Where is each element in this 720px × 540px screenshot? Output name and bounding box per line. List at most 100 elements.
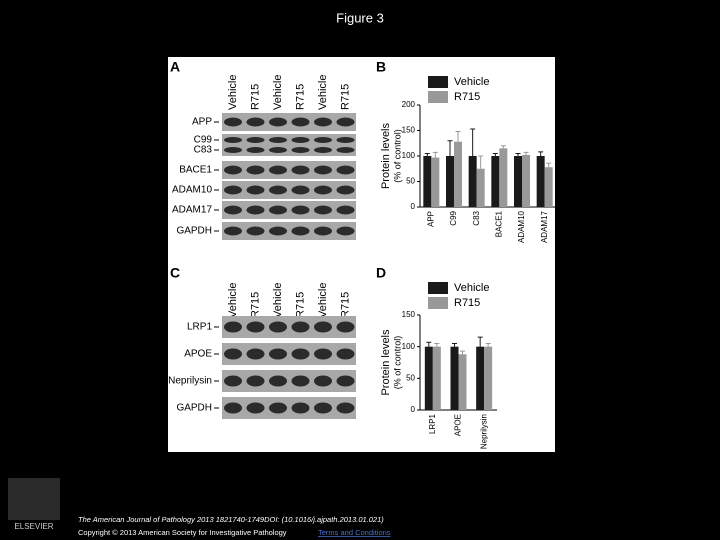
panel-label: A	[170, 59, 180, 75]
lane-label: Vehicle	[317, 75, 329, 110]
legend-swatch	[428, 297, 448, 309]
bar	[468, 156, 477, 207]
blot-band	[336, 226, 355, 236]
blot-band	[246, 165, 265, 175]
bar	[431, 157, 440, 207]
terms-link[interactable]: Terms and Conditions	[318, 528, 391, 537]
bar	[476, 346, 485, 410]
blot-band	[336, 147, 355, 153]
blot-band	[291, 117, 310, 127]
error-bar	[478, 155, 484, 169]
blot-band	[269, 205, 287, 215]
x-tick-label: BACE1	[494, 210, 503, 237]
y-tick-label: 150	[402, 310, 416, 319]
blot-band	[224, 375, 242, 387]
bar	[514, 156, 522, 207]
citation: The American Journal of Pathology 2013 1…	[78, 515, 384, 524]
blot-strip	[222, 316, 356, 338]
blot-band	[246, 375, 265, 387]
blot-band	[224, 348, 242, 360]
error-bar	[424, 152, 430, 156]
legend-label: Vehicle	[454, 76, 489, 88]
y-tick-label: 50	[406, 177, 415, 186]
y-tick-label: 150	[402, 126, 416, 135]
row-label: C83	[194, 145, 213, 156]
error-bar	[460, 350, 465, 355]
bar	[491, 156, 500, 207]
legend-label: Vehicle	[454, 282, 489, 294]
slide-title: Figure 3	[336, 10, 384, 25]
blot-band	[269, 348, 287, 360]
blot-band	[246, 185, 265, 195]
blot-band	[246, 321, 265, 333]
error-bar	[492, 152, 498, 156]
y-axis-sublabel: (% of control)	[392, 336, 402, 390]
row-label: Neprilysin	[168, 376, 212, 387]
error-bar	[447, 140, 453, 156]
blot-band	[224, 185, 242, 195]
panel-label: C	[170, 265, 180, 281]
row-label: GAPDH	[176, 403, 212, 414]
lane-label: R715	[339, 292, 351, 318]
error-bar	[455, 131, 461, 142]
blot-band	[224, 402, 242, 414]
blot-band	[314, 205, 332, 215]
bar	[544, 167, 553, 207]
blot-band	[291, 205, 310, 215]
blot-band	[246, 117, 265, 127]
blot-band	[314, 165, 332, 175]
lane-label: Vehicle	[227, 75, 239, 110]
blot-band	[246, 137, 265, 143]
x-tick-label: APP	[426, 211, 435, 227]
blot-band	[246, 402, 265, 414]
blot-band	[269, 185, 287, 195]
lane-label: Vehicle	[272, 283, 284, 318]
bar	[446, 156, 454, 207]
blot-band	[224, 205, 242, 215]
blot-band	[224, 321, 242, 333]
blot-band	[291, 375, 310, 387]
copyright: Copyright © 2013 American Society for In…	[78, 528, 287, 537]
blot-band	[291, 165, 310, 175]
legend-swatch	[428, 282, 448, 294]
blot-band	[336, 375, 355, 387]
logo-tree	[8, 478, 60, 520]
x-tick-label: Neprilysin	[479, 414, 488, 449]
bar	[450, 346, 459, 410]
y-axis-label: Protein levels	[380, 122, 392, 189]
blot-band	[269, 137, 287, 143]
x-tick-label: ADAM10	[517, 210, 526, 243]
blot-band	[291, 402, 310, 414]
blot-band	[224, 165, 242, 175]
blot-strip	[222, 343, 356, 365]
blot-band	[314, 137, 332, 143]
lane-label: R715	[339, 84, 351, 110]
bar	[423, 156, 432, 207]
blot-band	[269, 147, 287, 153]
bar	[476, 168, 485, 207]
lane-label: R715	[249, 84, 261, 110]
error-bar	[500, 145, 506, 149]
error-bar	[485, 343, 491, 347]
blot-strip	[222, 201, 356, 219]
blot-band	[269, 402, 287, 414]
legend-swatch	[428, 91, 448, 103]
panel-label: D	[376, 265, 386, 281]
blot-band	[269, 226, 287, 236]
blot-band	[269, 375, 287, 387]
error-bar	[426, 341, 432, 347]
error-bar	[452, 343, 457, 347]
y-tick-label: 0	[411, 202, 416, 211]
error-bar	[523, 151, 529, 155]
bar	[454, 141, 462, 207]
blot-band	[291, 348, 310, 360]
x-tick-label: C83	[472, 210, 481, 225]
blot-band	[246, 226, 265, 236]
bar	[432, 346, 441, 410]
y-tick-label: 100	[402, 151, 416, 160]
row-label: APP	[192, 117, 212, 128]
blot-band	[314, 226, 332, 236]
bar	[536, 156, 545, 207]
lane-label: R715	[294, 84, 306, 110]
blot-band	[314, 185, 332, 195]
